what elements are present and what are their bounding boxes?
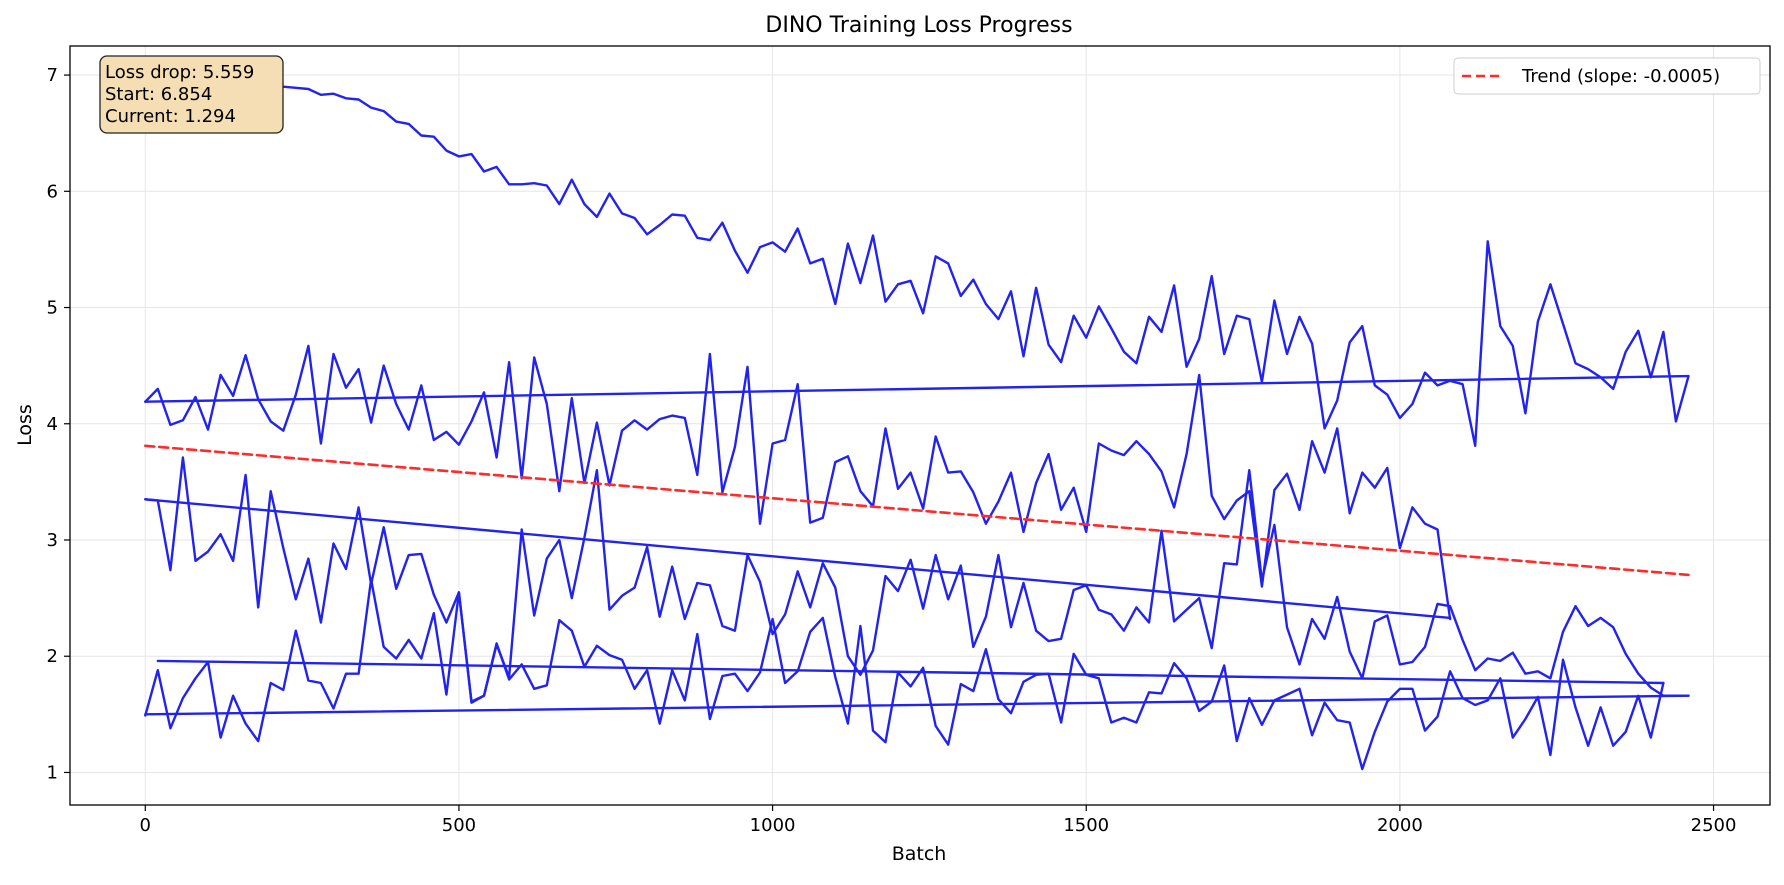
annotation-loss-drop: Loss drop: 5.559 [105, 62, 254, 83]
annotation-background [99, 55, 284, 134]
loss-series-line-5 [156, 659, 1665, 685]
chart-title: DINO Training Loss Progress [765, 13, 1072, 38]
y-tick-label: 2 [47, 646, 58, 667]
y-axis-label: Loss [14, 404, 36, 446]
x-tick-label: 500 [442, 815, 476, 836]
legend-trend-label: Trend (slope: -0.0005) [1521, 66, 1720, 87]
loss-series-line-1 [144, 374, 1690, 403]
loss-series-line-7 [144, 694, 1690, 716]
loss-series-line-0 [144, 77, 1690, 447]
y-tick-label: 4 [47, 414, 58, 435]
legend-frame [1453, 57, 1761, 95]
annotation-start: Start: 6.854 [105, 84, 212, 105]
loss-series-line-2 [144, 344, 1452, 621]
loss-series-line-4 [144, 456, 1665, 771]
legend: Trend (slope: -0.0005) [1453, 57, 1761, 95]
plot-frame [69, 45, 1771, 806]
x-tick-label: 2000 [1377, 815, 1423, 836]
x-tick-label: 0 [140, 815, 151, 836]
tick-layer: 0 500 1000 1500 2000 2500 1 2 3 4 5 6 7 [47, 65, 1737, 836]
x-tick-label: 1000 [750, 815, 796, 836]
loss-series-line-3 [144, 498, 1452, 620]
annotation-current: Current: 1.294 [105, 106, 236, 127]
annotation-box: Loss drop: 5.559 Start: 6.854 Current: 1… [99, 55, 284, 134]
trend-line [144, 444, 1690, 577]
y-tick-label: 5 [47, 298, 58, 319]
y-tick-label: 7 [47, 65, 58, 86]
loss-series-line-6 [144, 469, 1690, 743]
y-tick-label: 1 [47, 762, 58, 783]
y-tick-label: 3 [47, 530, 58, 551]
y-tick-label: 6 [47, 181, 58, 202]
x-axis-label: Batch [892, 843, 947, 865]
x-tick-label: 2500 [1691, 815, 1737, 836]
series-layer [144, 77, 1690, 771]
x-tick-label: 1500 [1063, 815, 1109, 836]
